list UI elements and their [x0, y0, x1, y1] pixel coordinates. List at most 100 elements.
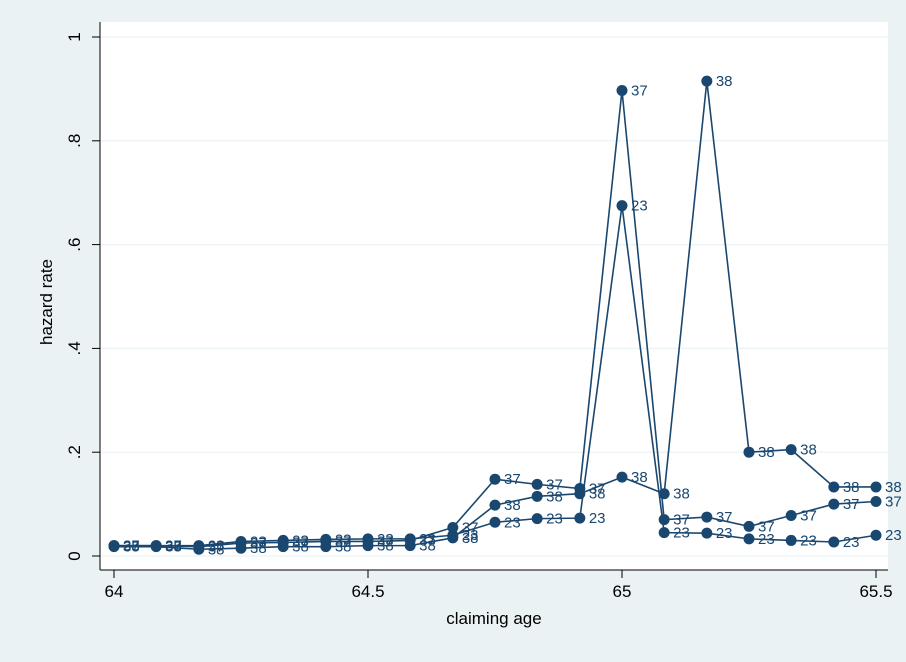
x-tick-label: 64.5 [351, 582, 384, 601]
gridlines [100, 36, 888, 557]
point-label-38: 38 [758, 444, 775, 461]
data-point-38 [828, 481, 840, 493]
point-label-37: 37 [546, 476, 563, 493]
point-label-38: 38 [335, 539, 352, 556]
x-axis-title: claiming age [446, 609, 541, 628]
data-point-38 [108, 541, 120, 553]
data-point-38 [447, 532, 459, 544]
point-label-38: 38 [800, 442, 817, 459]
point-label-37: 37 [165, 538, 182, 555]
data-point-38 [277, 541, 289, 553]
point-label-23: 23 [800, 532, 817, 549]
point-label-38: 38 [546, 488, 563, 505]
data-point-38 [404, 540, 416, 552]
point-label-38: 38 [377, 538, 394, 555]
point-label-38: 38 [165, 539, 182, 556]
series-group [108, 75, 882, 555]
point-label-23: 23 [419, 531, 436, 548]
point-label-37: 37 [292, 535, 309, 552]
point-label-23: 23 [885, 527, 902, 544]
plot-area [100, 22, 888, 570]
data-point-38 [489, 499, 501, 511]
point-label-38: 38 [208, 541, 225, 558]
data-point-23 [828, 536, 840, 548]
data-point-37 [531, 478, 543, 490]
point-label-37: 37 [377, 533, 394, 550]
data-point-23 [870, 529, 882, 541]
point-label-37: 37 [716, 509, 733, 526]
point-label-38: 38 [673, 486, 690, 503]
point-label-23: 23 [843, 534, 860, 551]
data-point-38 [574, 488, 586, 500]
point-label-37: 37 [843, 496, 860, 513]
data-point-37 [701, 511, 713, 523]
point-label-38: 38 [589, 486, 606, 503]
point-label-23: 23 [673, 525, 690, 542]
point-label-23: 23 [631, 198, 648, 215]
point-label-23: 23 [377, 531, 394, 548]
data-point-37 [489, 473, 501, 485]
point-label-23: 23 [165, 538, 182, 555]
data-point-23 [785, 534, 797, 546]
data-point-23 [701, 527, 713, 539]
point-label-23: 23 [208, 538, 225, 555]
point-label-38: 38 [716, 73, 733, 90]
data-point-23 [616, 200, 628, 212]
point-label-38: 38 [504, 497, 521, 514]
x-axis-ticks: 64 64.5 65 65.5 [105, 570, 893, 601]
point-label-38: 38 [843, 479, 860, 496]
data-point-38 [616, 471, 628, 483]
data-point-23 [743, 533, 755, 545]
data-point-23 [658, 527, 670, 539]
point-label-23: 23 [589, 510, 606, 527]
x-tick-label: 65 [613, 582, 632, 601]
x-tick-label: 64 [105, 582, 124, 601]
point-label-38: 38 [250, 540, 267, 557]
data-point-23 [531, 513, 543, 525]
data-point-37 [658, 514, 670, 526]
point-label-37: 37 [208, 539, 225, 556]
point-label-38: 38 [292, 539, 309, 556]
y-tick-label: .8 [65, 134, 84, 148]
y-tick-label: .4 [65, 341, 84, 355]
point-label-38: 38 [631, 469, 648, 486]
data-point-38 [362, 540, 374, 552]
data-point-38 [531, 490, 543, 502]
data-point-38 [150, 541, 162, 553]
y-tick-label: 1 [65, 32, 84, 41]
data-point-37 [447, 521, 459, 533]
data-point-38 [785, 444, 797, 456]
data-point-38 [701, 75, 713, 87]
data-point-38 [870, 481, 882, 493]
point-label-23: 23 [123, 538, 140, 555]
point-label-37: 37 [504, 471, 521, 488]
point-label-23: 23 [546, 511, 563, 528]
data-point-38 [743, 446, 755, 458]
point-label-37: 37 [335, 533, 352, 550]
point-label-37: 37 [631, 82, 648, 99]
data-point-37 [785, 510, 797, 522]
y-axis-title: hazard rate [37, 259, 56, 345]
point-label-38: 38 [462, 530, 479, 547]
data-point-23 [574, 512, 586, 524]
x-tick-label: 65.5 [859, 582, 892, 601]
data-point-38 [235, 542, 247, 554]
data-point-37 [616, 84, 628, 96]
point-label-23: 23 [292, 532, 309, 549]
point-label-38: 38 [419, 538, 436, 555]
data-point-23 [489, 516, 501, 528]
point-label-37: 37 [250, 535, 267, 552]
point-label-37: 37 [673, 512, 690, 529]
point-label-23: 23 [504, 514, 521, 531]
point-label-38: 38 [123, 539, 140, 556]
point-label-23: 23 [758, 531, 775, 548]
data-point-37 [743, 520, 755, 532]
point-label-23: 23 [462, 527, 479, 544]
y-tick-label: 0 [65, 551, 84, 560]
y-tick-label: .2 [65, 445, 84, 459]
data-point-37 [828, 498, 840, 510]
point-label-37: 37 [419, 532, 436, 549]
y-tick-label: .6 [65, 238, 84, 252]
